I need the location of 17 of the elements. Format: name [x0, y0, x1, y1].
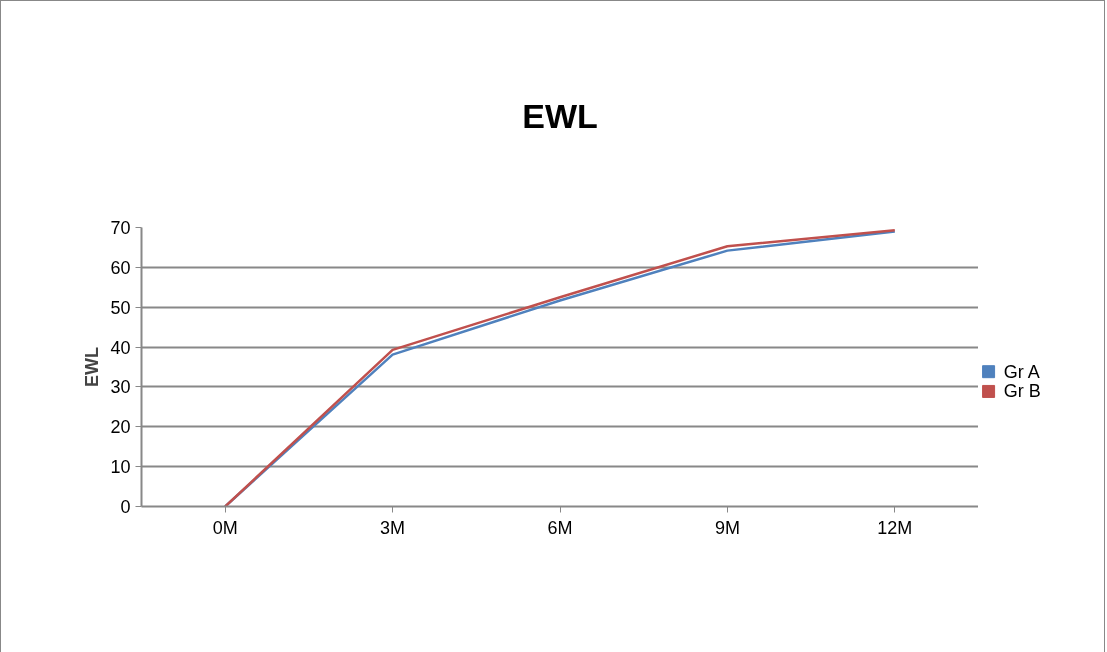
y-tick-label: 20	[110, 417, 131, 438]
y-tick-label: 70	[110, 218, 131, 238]
legend-label: Gr A	[1003, 361, 1040, 382]
y-tick-label: 30	[110, 377, 131, 398]
y-axis-title: EWL	[82, 347, 103, 387]
y-tick-label: 40	[110, 337, 131, 358]
x-tick-label: 3M	[380, 517, 406, 538]
legend-label: Gr B	[1003, 381, 1041, 402]
x-tick-label: 6M	[547, 517, 573, 538]
x-tick-label: 9M	[714, 517, 740, 538]
x-tick-label: 12M	[877, 517, 913, 538]
y-tick-label: 50	[110, 297, 131, 318]
chart-title: EWL	[522, 96, 598, 135]
y-tick-label: 0	[120, 497, 131, 517]
y-tick-label: 10	[110, 457, 131, 478]
x-tick-label: 0M	[212, 517, 238, 538]
y-tick-label: 60	[110, 257, 131, 278]
